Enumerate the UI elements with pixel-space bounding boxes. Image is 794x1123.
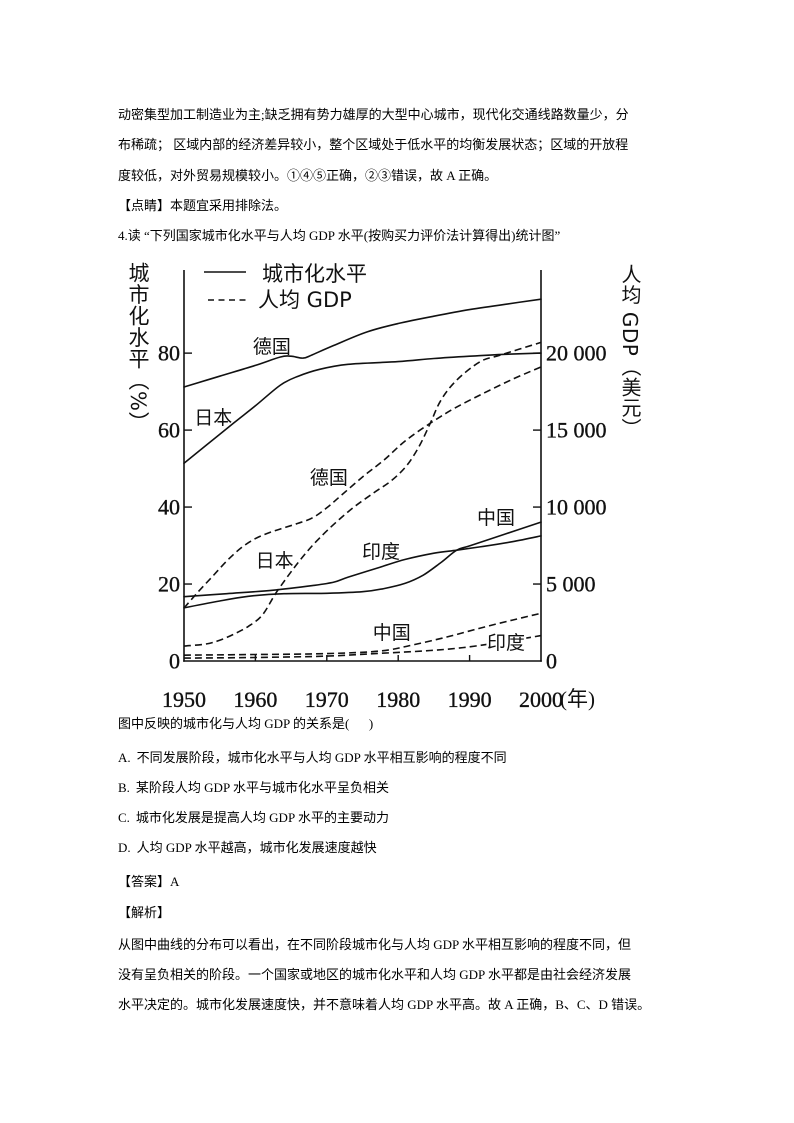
intro-line: 度较低，对外贸易规模较小。①④⑤正确，②③错误，故 A 正确。: [118, 168, 498, 183]
y-right-tick-label: 15 000: [546, 418, 607, 443]
y-right-tick-label: 10 000: [546, 495, 607, 520]
chart-axes: [183, 270, 542, 662]
y-right-tick-label: 20 000: [546, 341, 607, 366]
urbanization-gdp-chart: 0 20 40 60 80 0 5 000 10 000 15 000 20 000 1950 196…: [158, 262, 607, 712]
answer-value: A: [170, 874, 180, 889]
y-left-tick-label: 40: [158, 495, 180, 520]
germany-gdp-label: 德国: [310, 467, 348, 489]
china-urbanization-line: [183, 521, 542, 609]
option-text: 不同发展阶段，城市化水平与人均 GDP 水平相互影响的程度不同: [136, 750, 507, 765]
axis-ticks: 0 20 40 60 80 0 5 000 10 000 15 000 20 000 1950 196…: [158, 340, 607, 712]
option-text: 城市化发展是提高人均 GDP 水平的主要动力: [135, 810, 389, 825]
y-left-tick-label: 60: [158, 418, 180, 443]
chart-series: [183, 298, 542, 659]
option-letter: B.: [118, 780, 130, 795]
china-gdp-line: [183, 612, 542, 656]
japan-gdp-label: 日本: [256, 550, 294, 572]
option-text: 某阶段人均 GDP 水平与城市化水平呈负相关: [135, 780, 389, 795]
india-gdp-label: 印度: [487, 632, 525, 654]
answer-line: 【答案】A: [118, 872, 179, 892]
germany-gdp-line: [183, 366, 542, 609]
y-left-tick-label: 80: [158, 341, 180, 366]
x-tick-label: 1990: [448, 687, 492, 712]
y-left-tick-label: 20: [158, 572, 180, 597]
option-text: 人均 GDP 水平越高，城市化发展速度越快: [136, 840, 377, 855]
japan-urbanization-label: 日本: [194, 407, 232, 429]
analysis-line: 没有呈负相关的阶段。一个国家或地区的城市化水平和人均 GDP 水平都是由社会经济…: [118, 967, 632, 982]
intro-line: 布稀疏； 区域内部的经济差异较小，整个区域处于低水平的均衡发展状态；区域的开放程: [118, 137, 629, 152]
intro-line: 动密集型加工制造业为主;缺乏拥有势力雄厚的大型中心城市，现代化交通线路数量少，分: [118, 107, 629, 122]
x-axis-unit-label: (年): [560, 687, 595, 711]
option-letter: D.: [118, 840, 131, 855]
india-urbanization-label: 印度: [362, 541, 400, 563]
japan-gdp-line: [183, 341, 542, 647]
option-letter: C.: [118, 810, 130, 825]
x-tick-label: 1970: [305, 687, 349, 712]
y-right-tick-label: 5 000: [546, 572, 596, 597]
y-axis-left-title: 城市化水平（%）: [126, 262, 150, 433]
y-right-tick-label: 0: [546, 649, 557, 674]
option-d: D. 人均 GDP 水平越高，城市化发展速度越快: [118, 838, 377, 858]
y-left-tick-label: 0: [169, 649, 180, 674]
analysis-line: 从图中曲线的分布可以看出，在不同阶段城市化与人均 GDP 水平相互影响的程度不同…: [118, 937, 632, 952]
germany-urbanization-line: [183, 298, 542, 388]
india-urbanization-line: [183, 535, 542, 598]
tip-tag: 【点睛】: [118, 198, 171, 213]
china-urbanization-label: 中国: [477, 507, 515, 529]
analysis-heading: 【解析】: [118, 905, 171, 920]
option-letter: A.: [118, 750, 131, 765]
legend-gdp-label: 人均 GDP: [258, 288, 352, 312]
india-gdp-line: [183, 634, 542, 659]
tip-line: 【点睛】本题宜采用排除法。: [118, 196, 287, 216]
option-c: C. 城市化发展是提高人均 GDP 水平的主要动力: [118, 808, 389, 828]
answer-tag: 【答案】: [118, 874, 171, 889]
question-title: 4.读 “下列国家城市化水平与人均 GDP 水平(按购买力评价法计算得出)统计图…: [118, 228, 561, 243]
y-axis-right-title: 人均 GDP（美元）: [618, 264, 642, 439]
x-tick-label: 1960: [233, 687, 277, 712]
x-tick-label: 1950: [162, 687, 206, 712]
chart-legend: 城市化水平 人均 GDP: [204, 262, 367, 312]
tip-text: 本题宜采用排除法。: [170, 198, 288, 213]
japan-urbanization-line: [183, 352, 542, 464]
china-gdp-label: 中国: [373, 622, 411, 644]
option-b: B. 某阶段人均 GDP 水平与城市化水平呈负相关: [118, 778, 389, 798]
option-a: A. 不同发展阶段，城市化水平与人均 GDP 水平相互影响的程度不同: [118, 748, 507, 768]
germany-urbanization-label: 德国: [253, 336, 291, 358]
x-tick-label: 1980: [376, 687, 420, 712]
legend-urbanization-label: 城市化水平: [262, 262, 367, 286]
x-tick-label: 2000: [519, 687, 563, 712]
question-stem: 图中反映的城市化与人均 GDP 的关系是( ): [118, 716, 374, 731]
analysis-line: 水平决定的。城市化发展速度快，并不意味着人均 GDP 水平高。故 A 正确，B、…: [118, 997, 651, 1012]
